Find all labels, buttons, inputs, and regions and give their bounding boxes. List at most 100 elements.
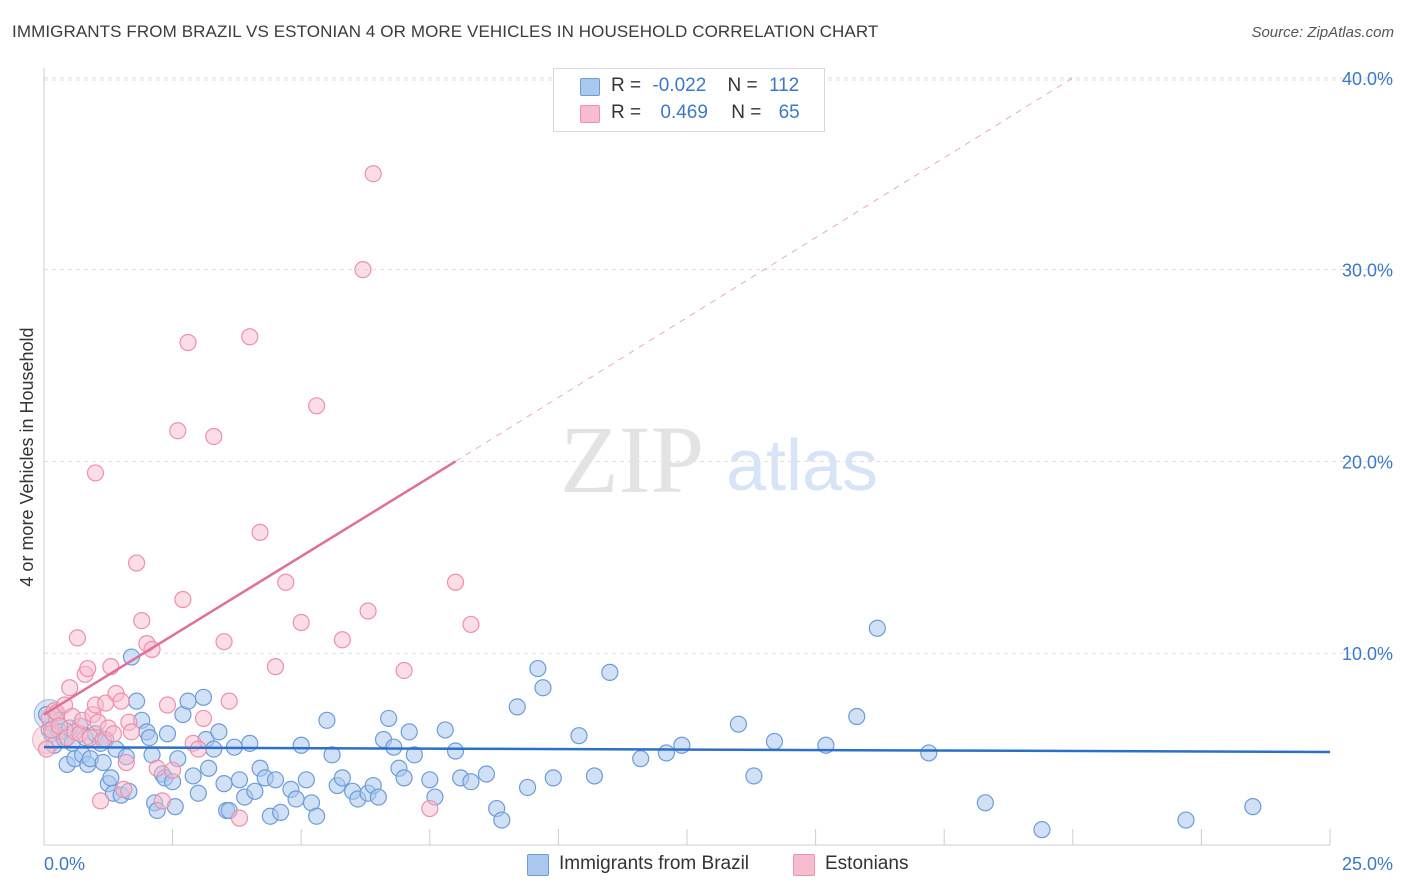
data-point <box>117 753 135 772</box>
data-point <box>318 711 336 729</box>
data-point <box>194 709 213 728</box>
data-point <box>272 803 290 821</box>
data-point <box>518 778 537 797</box>
data-point <box>477 765 495 783</box>
brazil-legend-label: Immigrants from Brazil <box>559 853 750 874</box>
data-point <box>1177 811 1195 829</box>
y-tick-label: 10.0% <box>1342 644 1393 664</box>
data-point <box>37 740 56 758</box>
data-point <box>729 715 748 733</box>
data-point <box>241 328 259 346</box>
data-point <box>179 692 197 710</box>
data-point <box>395 769 413 787</box>
data-point <box>205 740 223 758</box>
data-point <box>205 427 223 446</box>
data-point <box>359 602 377 620</box>
data-point <box>153 792 171 810</box>
data-point <box>292 613 310 632</box>
data-point <box>462 615 480 634</box>
zipatlas-watermark: ZIP atlas <box>560 406 878 513</box>
data-point <box>140 728 159 747</box>
data-point <box>158 696 177 714</box>
x-tick-label: 0.0% <box>44 854 85 874</box>
data-point <box>632 750 650 768</box>
data-point <box>369 788 387 806</box>
data-point <box>436 721 454 739</box>
watermark-atlas: atlas <box>726 426 878 506</box>
n-value-brazil: 112 <box>768 75 800 96</box>
data-point <box>287 790 305 808</box>
estonian-trend-extension <box>455 77 1074 462</box>
y-axis-label: 4 or more Vehicles in Household <box>17 327 37 586</box>
data-point <box>405 746 423 764</box>
y-tick-label: 20.0% <box>1342 452 1393 472</box>
data-point <box>112 692 130 710</box>
data-point <box>323 746 341 764</box>
data-point <box>395 661 413 680</box>
estonian-trend-line <box>43 460 457 716</box>
n-value-estonians: 65 <box>778 102 800 123</box>
data-point <box>179 333 197 352</box>
data-point <box>194 688 213 706</box>
data-point <box>868 619 886 637</box>
data-point <box>333 631 351 649</box>
brazil-legend-swatch <box>527 854 549 876</box>
data-point <box>380 709 398 728</box>
data-point <box>79 659 97 678</box>
data-point <box>122 723 141 741</box>
data-point <box>848 707 866 726</box>
data-point <box>1033 821 1051 839</box>
data-point <box>400 723 418 741</box>
data-point <box>94 753 112 772</box>
data-point <box>169 422 187 440</box>
data-point <box>534 679 552 697</box>
data-point <box>657 744 676 762</box>
data-point <box>508 698 526 716</box>
data-point <box>86 464 105 482</box>
data-point <box>765 732 784 751</box>
data-point <box>61 679 79 697</box>
data-point <box>246 782 264 800</box>
data-point <box>544 769 562 787</box>
data-point <box>133 611 151 630</box>
y-tick-label: 30.0% <box>1342 261 1393 281</box>
data-point <box>230 771 249 789</box>
data-point <box>529 659 547 678</box>
r-value-brazil: -0.022 <box>652 75 707 96</box>
data-point <box>297 771 315 789</box>
data-point <box>251 523 269 541</box>
data-point <box>189 740 207 758</box>
trend-lines <box>43 77 1331 754</box>
data-point <box>115 780 133 798</box>
x-tick-label: 25.0% <box>1342 854 1393 874</box>
data-point <box>104 725 123 743</box>
data-point <box>102 769 120 787</box>
r-value-estonians: 0.469 <box>660 102 708 123</box>
data-point <box>200 759 218 777</box>
data-point <box>266 771 285 789</box>
n-label: N = <box>727 75 758 96</box>
data-point <box>1244 798 1262 816</box>
data-point <box>673 736 691 754</box>
data-point <box>230 809 249 827</box>
brazil-swatch <box>580 78 600 96</box>
data-point <box>277 573 295 591</box>
estonians-swatch <box>580 105 600 123</box>
data-point <box>292 736 310 754</box>
data-point <box>976 794 994 812</box>
data-point <box>158 725 177 743</box>
data-point <box>333 769 351 787</box>
data-point <box>920 744 938 762</box>
y-tick-label: 40.0% <box>1342 69 1393 89</box>
data-point <box>462 773 480 791</box>
data-point <box>493 811 511 829</box>
data-point <box>308 397 326 415</box>
data-point <box>164 761 182 779</box>
data-point <box>570 727 588 745</box>
data-point <box>184 767 202 785</box>
estonians-legend-label: Estonians <box>825 853 909 874</box>
data-point <box>601 663 619 681</box>
data-point <box>446 573 465 591</box>
data-point <box>215 633 233 651</box>
brazil-trend-line <box>43 745 1331 754</box>
